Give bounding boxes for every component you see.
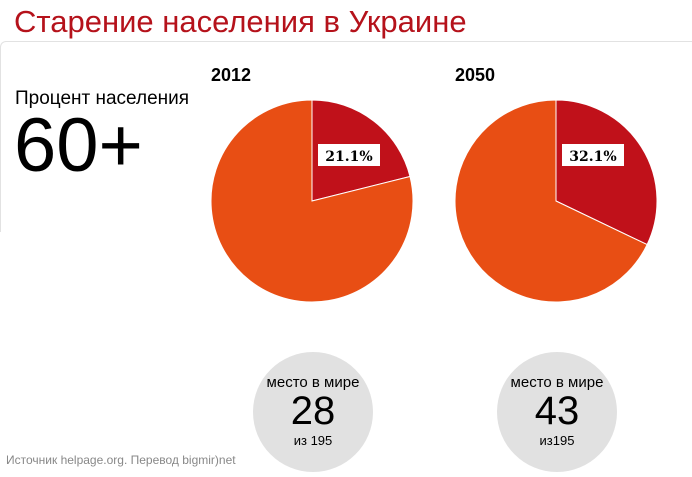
rank-label: место в мире: [266, 374, 360, 391]
rank-circle-2012: место в мире 28 из 195: [253, 352, 373, 472]
svg-text:21.1%: 21.1%: [325, 149, 372, 165]
slice-data-label: 21.1%: [318, 144, 380, 166]
rank-of: из195: [539, 433, 575, 448]
rank-circle-2050: место в мире 43 из195: [497, 352, 617, 472]
source-note: Источник helpage.org. Перевод bigmir)net: [6, 453, 236, 467]
pie-title-2050: 2050: [455, 65, 496, 85]
slice-data-label: 32.1%: [562, 144, 624, 166]
age-label: 60+: [14, 103, 143, 188]
pie-slice-other: [210, 99, 414, 303]
pie-title-2012: 2012: [211, 65, 252, 85]
pie-slice-other: [454, 99, 648, 303]
chart-card: [0, 41, 692, 232]
pie-slice-60+: [555, 99, 658, 246]
page-title: Старение населения в Украине: [14, 4, 467, 39]
rank-label: место в мире: [510, 374, 604, 391]
rank-value: 28: [290, 389, 336, 433]
rank-value: 43: [534, 389, 580, 433]
rank-of: из 195: [293, 433, 333, 448]
subtitle: Процент населения: [15, 88, 190, 109]
svg-text:32.1%: 32.1%: [569, 149, 616, 165]
